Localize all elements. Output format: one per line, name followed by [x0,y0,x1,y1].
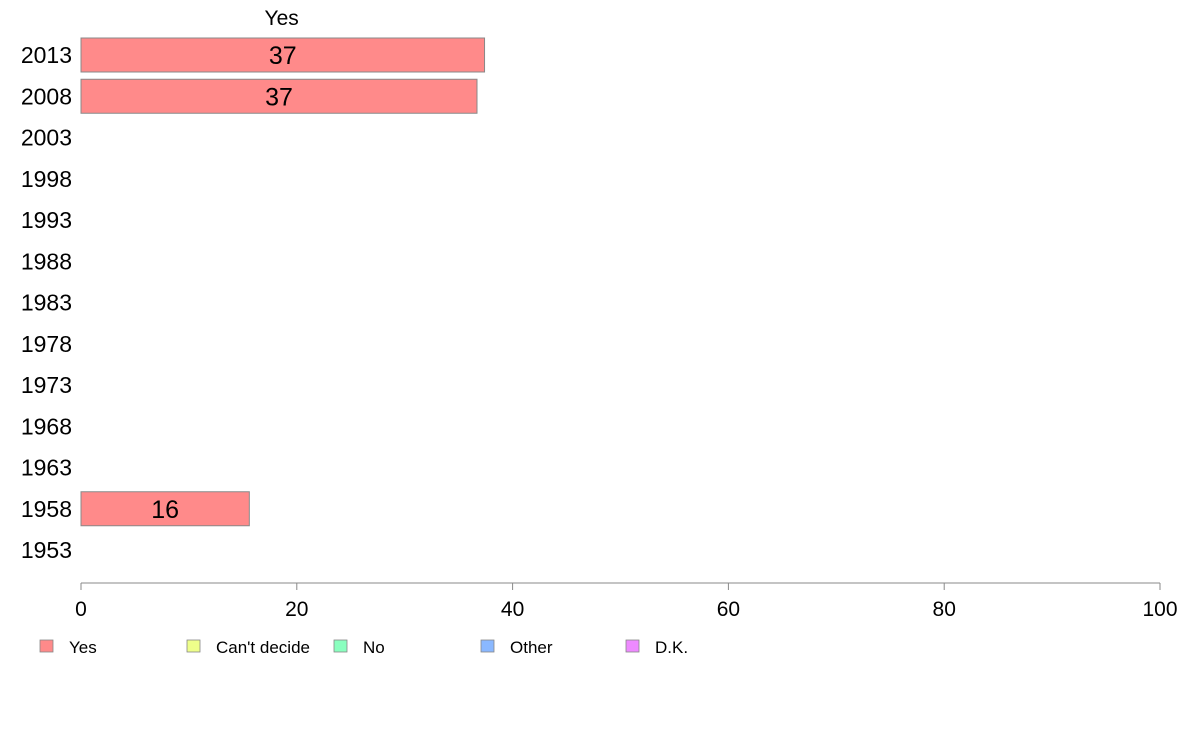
bar [80,78,478,114]
column-header: Yes [265,7,299,30]
data-label: 37 [269,42,297,70]
x-tick-label: 80 [933,598,956,621]
y-tick-label: 1958 [21,496,72,522]
data-label: 16 [151,496,179,524]
x-tick-label: 40 [501,598,524,621]
y-tick-label: 1988 [21,248,72,274]
x-tick-label: 0 [75,598,87,621]
y-tick-label: 2003 [21,125,72,151]
legend-swatch [625,639,640,653]
legend-swatch [480,639,495,653]
y-tick-label: 2008 [21,83,72,109]
y-tick-label: 1993 [21,207,72,233]
legend-label: No [363,638,385,657]
legend-label: Can't decide [216,638,310,657]
legend-swatch [333,639,348,653]
x-tick-label: 100 [1142,598,1177,621]
x-axis: 0 20 40 60 80 100 [75,582,1178,621]
legend: Yes Can't decide No Other D.K. [39,638,688,657]
legend-label: Other [510,638,553,657]
bar [80,491,250,527]
y-tick-label: 1953 [21,537,72,563]
bar [80,37,486,73]
legend-swatch [186,639,201,653]
y-tick-label: 1968 [21,413,72,439]
bars-layer: 37 37 16 [80,37,486,527]
data-label: 37 [265,83,293,111]
column-header-label: Yes [265,7,299,30]
x-tick-label: 60 [717,598,740,621]
y-tick-label: 2013 [21,42,72,68]
legend-swatch [39,639,54,653]
y-tick-label: 1983 [21,290,72,316]
y-tick-label: 1973 [21,372,72,398]
y-tick-label: 1963 [21,455,72,481]
y-tick-labels: 2013 2008 2003 1998 1993 1988 1983 1978 1973 1968… [21,42,72,563]
y-tick-label: 1998 [21,166,72,192]
x-tick-label: 20 [285,598,308,621]
legend-label: Yes [69,638,97,657]
y-tick-label: 1978 [21,331,72,357]
legend-label: D.K. [655,638,688,657]
